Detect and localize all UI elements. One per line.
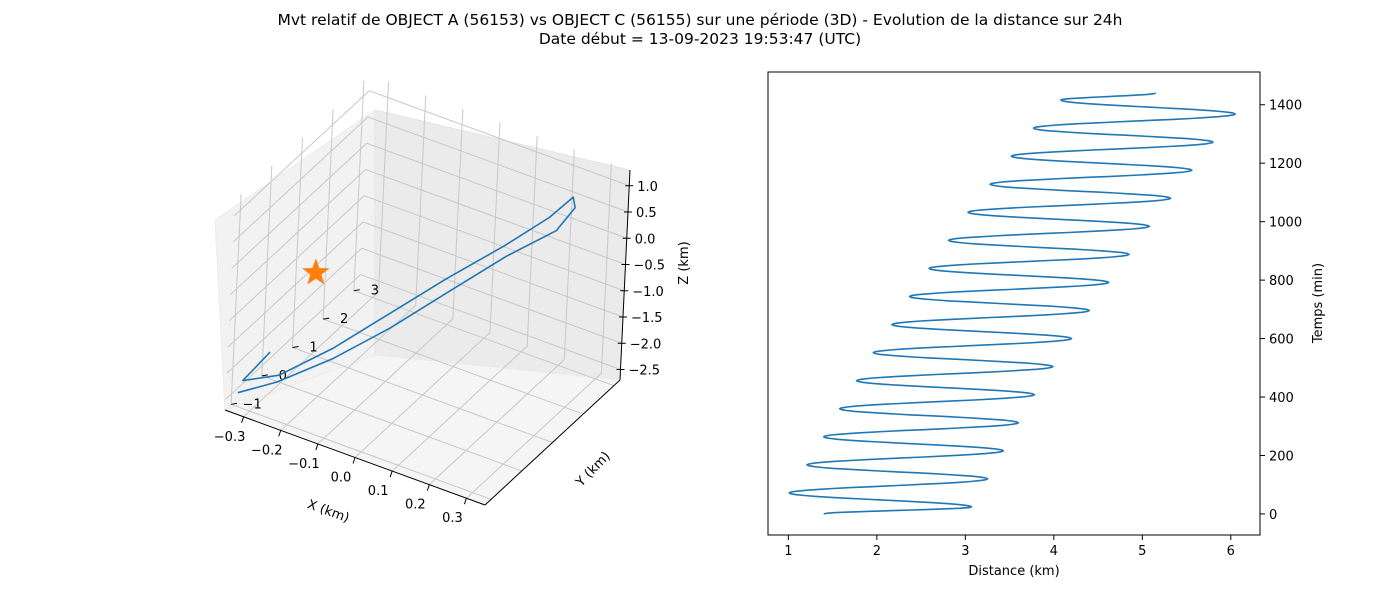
y-axis-label-2d: Temps (min)	[1311, 263, 1326, 344]
z-tick-label-3d-7: 1.0	[637, 180, 658, 195]
start-star-marker	[302, 258, 330, 285]
x-tick-label-3d-2: −0.1	[288, 457, 320, 472]
z-tick-label-3d-1: −2.0	[630, 337, 662, 352]
x-tick-label-3d-3: 0.0	[331, 471, 352, 486]
y-tick-label-2d-6: 1200	[1269, 157, 1302, 172]
x-tick-3d-2	[315, 443, 319, 451]
ticks-3d: −0.3 −0.2 −0.1 0.0 0.1 0.2 0.3 −1 0 1 2 3 −2.5 −2.0 −1…	[214, 180, 665, 526]
figure-title-line1: Mvt relatif de OBJECT A (56153) vs OBJEC…	[277, 11, 1122, 29]
z-tick-label-3d-2: −1.5	[631, 311, 663, 326]
x-tick-label-2d-3: 4	[1050, 544, 1058, 559]
y-tick-label-2d-3: 600	[1269, 333, 1294, 348]
y-tick-3d-2	[292, 346, 299, 348]
y-tick-label-3d-3: 2	[340, 312, 348, 327]
x-tick-3d-5	[426, 484, 430, 491]
x-tick-label-3d-5: 0.2	[405, 498, 426, 513]
y-tick-label-2d-7: 1400	[1269, 99, 1302, 114]
x-tick-3d-0	[241, 416, 245, 423]
x-tick-label-3d-6: 0.3	[442, 511, 463, 526]
chart-3d: −0.3 −0.2 −0.1 0.0 0.1 0.2 0.3 −1 0 1 2 3 −2.5 −2.0 −1…	[214, 80, 692, 526]
x-tick-3d-3	[352, 457, 356, 464]
z-tick-label-3d-4: −0.5	[634, 259, 666, 274]
x-ticks-2d: 1 2 3 4 5 6	[784, 535, 1235, 559]
y-tick-3d-1	[261, 374, 268, 377]
distance-series-line	[788, 92, 1236, 515]
x-tick-label-2d-0: 1	[784, 544, 792, 559]
y-ticks-2d: 0 200 400 600 800 1000 1200 1400	[1260, 99, 1302, 523]
y-tick-label-2d-5: 1000	[1269, 216, 1302, 231]
x-tick-label-3d-0: −0.3	[214, 430, 246, 445]
x-tick-label-2d-2: 3	[961, 544, 969, 559]
chart-distance: 1 2 3 4 5 6 0 200 400 600 800 1000 1200 1400 Distanc…	[767, 71, 1326, 579]
x-tick-3d-1	[278, 430, 282, 437]
x-tick-label-3d-4: 0.1	[368, 484, 389, 499]
z-axis-label-3d: Z (km)	[677, 241, 692, 284]
y-tick-3d-3	[323, 317, 330, 320]
y-tick-label-3d-2: 1	[309, 341, 317, 356]
trajectory-3d-line	[237, 196, 576, 394]
y-tick-label-2d-2: 400	[1269, 391, 1294, 406]
z-tick-label-3d-6: 0.5	[636, 206, 657, 221]
x-tick-label-2d-1: 2	[873, 544, 881, 559]
y-tick-label-2d-0: 0	[1269, 508, 1277, 523]
z-tick-label-3d-0: −2.5	[629, 364, 661, 379]
x-axis-label-2d: Distance (km)	[968, 564, 1059, 579]
y-tick-label-3d-1: 0	[279, 369, 287, 384]
x-tick-3d-4	[389, 470, 393, 478]
x-tick-3d-6	[463, 498, 467, 505]
z-tick-label-3d-3: −1.0	[632, 285, 664, 300]
y-tick-label-3d-4: 3	[371, 284, 379, 299]
y-tick-label-3d-0: −1	[243, 397, 262, 412]
y-tick-label-2d-4: 800	[1269, 274, 1294, 289]
z-tick-label-3d-5: 0.0	[635, 232, 656, 247]
figure-title-line2: Date début = 13-09-2023 19:53:47 (UTC)	[539, 30, 861, 48]
grid-3d	[225, 80, 630, 500]
x-tick-label-2d-5: 6	[1227, 544, 1235, 559]
y-tick-3d-4	[353, 289, 360, 292]
x-tick-label-2d-4: 5	[1138, 544, 1146, 559]
x-tick-label-3d-1: −0.2	[251, 443, 283, 458]
y-tick-label-2d-1: 200	[1269, 449, 1294, 464]
y-tick-3d-0	[231, 402, 238, 405]
